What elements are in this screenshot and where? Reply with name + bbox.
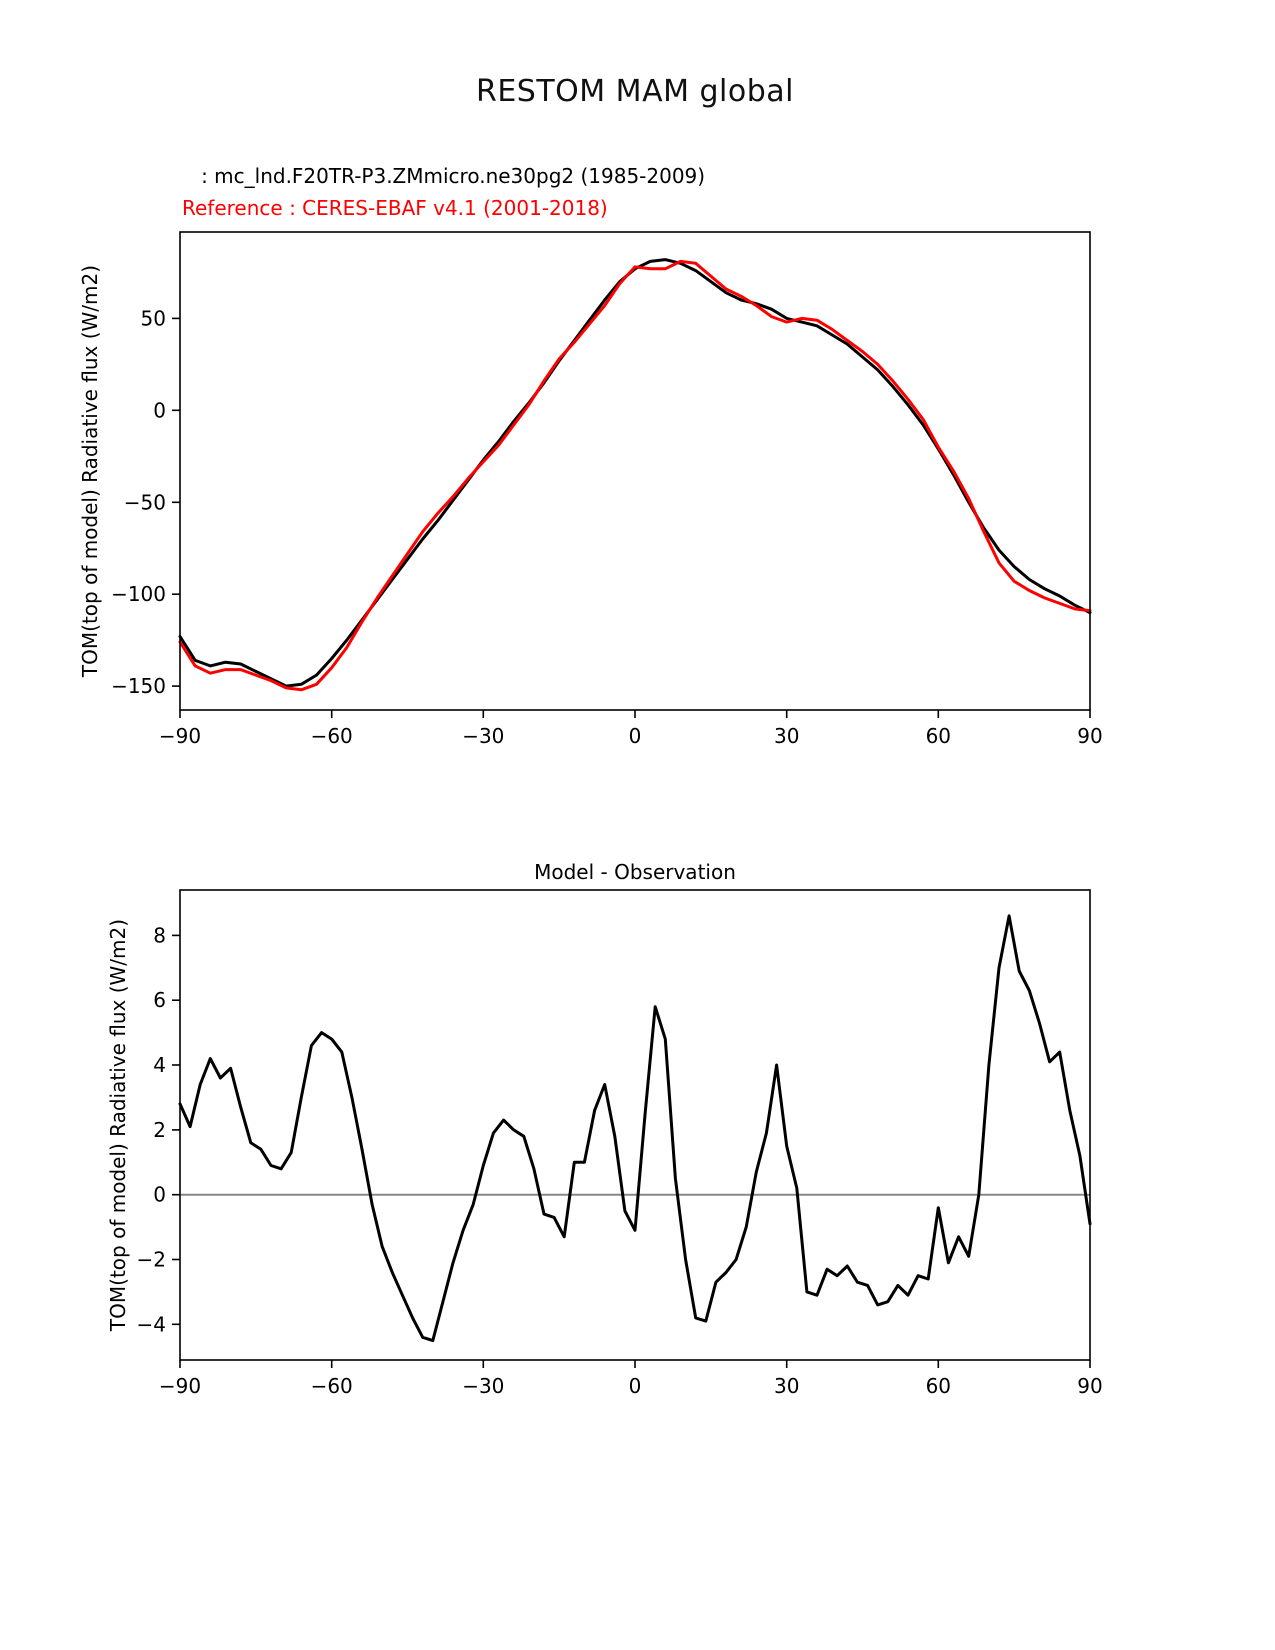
model-observation-line xyxy=(178,914,1092,1343)
x-tick-label: −60 xyxy=(311,1374,353,1398)
x-tick-label: −90 xyxy=(159,1374,201,1398)
y-tick-label: 8 xyxy=(153,923,166,947)
y-tick-label: −50 xyxy=(124,490,166,514)
y-tick-label: −4 xyxy=(137,1312,166,1336)
x-tick-label: −30 xyxy=(462,1374,504,1398)
y-tick-label: 6 xyxy=(153,988,166,1012)
x-tick-label: 90 xyxy=(1077,724,1102,748)
x-tick-label: −60 xyxy=(311,724,353,748)
x-tick-label: 60 xyxy=(926,1374,951,1398)
figure-title: RESTOM MAM global xyxy=(475,74,795,109)
x-tick-label: 30 xyxy=(774,724,799,748)
x-tick-label: 60 xyxy=(926,724,951,748)
plot-frame xyxy=(179,889,1091,1361)
y-tick-label: 0 xyxy=(153,1183,166,1207)
x-tick-label: 90 xyxy=(1077,1374,1102,1398)
legend-reference-label: Reference : CERES-EBAF v4.1 (2001-2018) xyxy=(182,196,608,220)
y-tick-label: 4 xyxy=(153,1053,166,1077)
y-tick-label: 50 xyxy=(141,306,166,330)
ceres-ebaf-v4-1-2001-2018-line xyxy=(178,259,1092,692)
x-tick-label: −90 xyxy=(159,724,201,748)
legend-model-label: : mc_lnd.F20TR-P3.ZMmicro.ne30pg2 (1985-… xyxy=(182,164,706,188)
y-tick-label: 0 xyxy=(153,398,166,422)
x-tick-label: 30 xyxy=(774,1374,799,1398)
y-tick-label: −150 xyxy=(111,674,166,698)
bottom-chart-title: Model - Observation xyxy=(534,860,736,884)
y-tick-label: −2 xyxy=(137,1248,166,1272)
x-tick-label: 0 xyxy=(629,724,642,748)
y-tick-label: −100 xyxy=(111,582,166,606)
y-tick-label: 2 xyxy=(153,1118,166,1142)
x-tick-label: 0 xyxy=(629,1374,642,1398)
x-tick-label: −30 xyxy=(462,724,504,748)
